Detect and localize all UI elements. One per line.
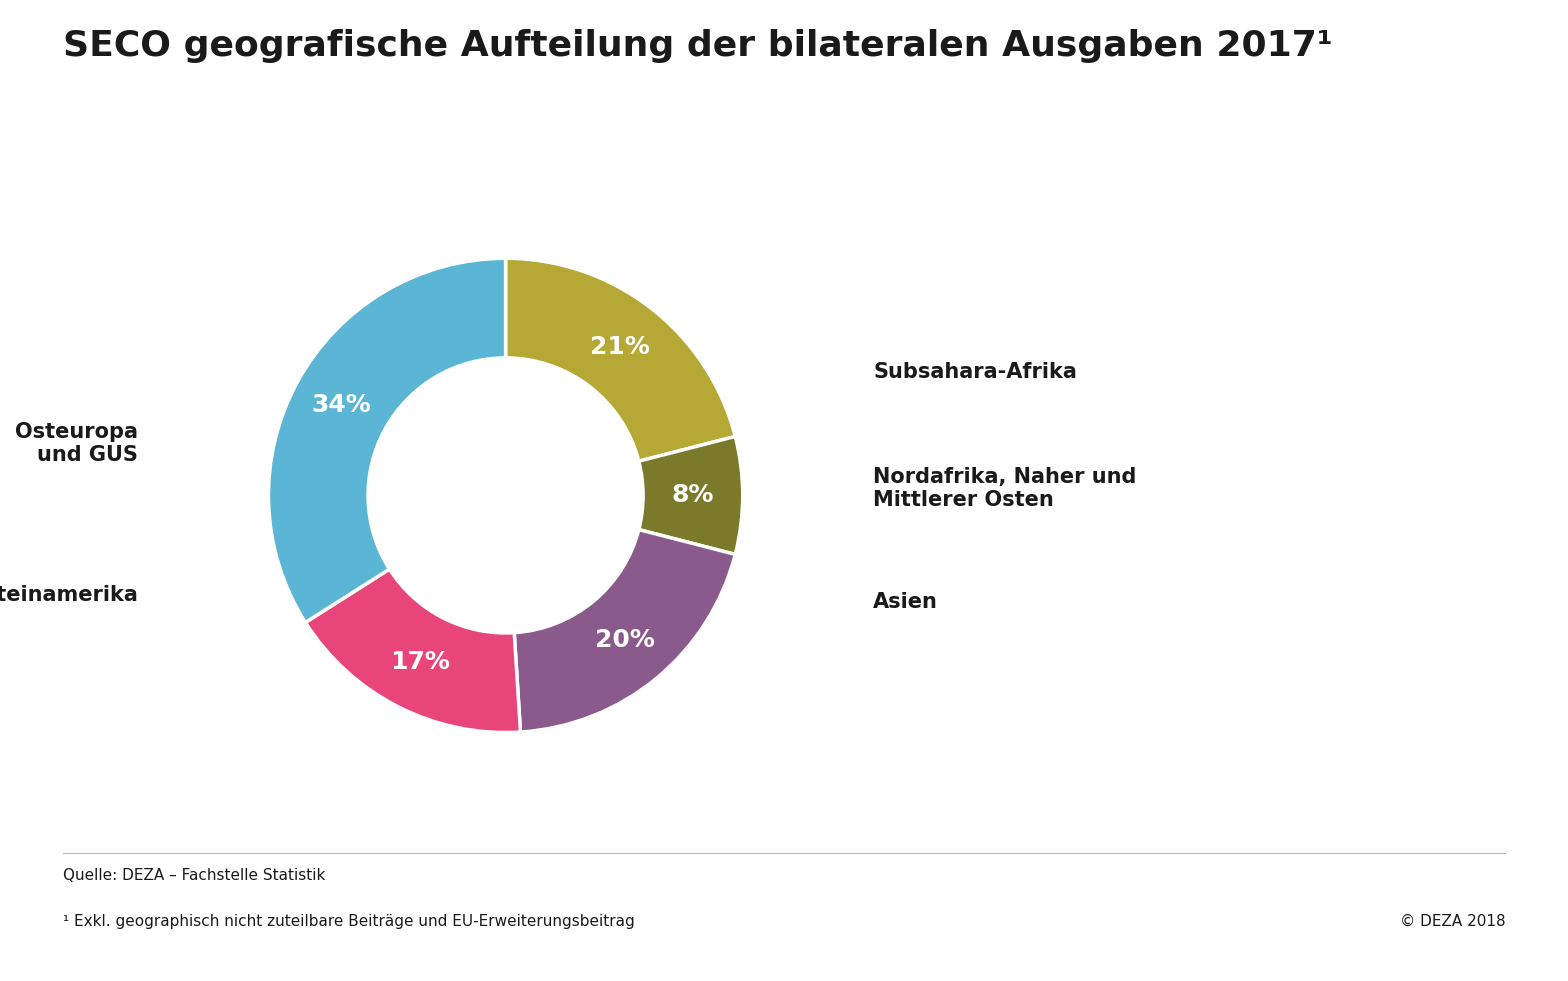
Text: Quelle: DEZA – Fachstelle Statistik: Quelle: DEZA – Fachstelle Statistik bbox=[63, 868, 325, 883]
Text: Nordafrika, Naher und
Mittlerer Osten: Nordafrika, Naher und Mittlerer Osten bbox=[873, 467, 1137, 510]
Text: SECO geografische Aufteilung der bilateralen Ausgaben 2017¹: SECO geografische Aufteilung der bilater… bbox=[63, 29, 1333, 64]
Wedge shape bbox=[505, 258, 735, 461]
Text: Lateinamerika: Lateinamerika bbox=[0, 585, 138, 605]
Wedge shape bbox=[514, 530, 735, 732]
Wedge shape bbox=[306, 569, 521, 733]
Text: 17%: 17% bbox=[390, 650, 450, 674]
Text: Osteuropa
und GUS: Osteuropa und GUS bbox=[16, 422, 138, 465]
Wedge shape bbox=[268, 258, 505, 623]
Text: 8%: 8% bbox=[671, 484, 713, 507]
Text: 20%: 20% bbox=[594, 628, 655, 651]
Text: ¹ Exkl. geographisch nicht zuteilbare Beiträge und EU-Erweiterungsbeitrag: ¹ Exkl. geographisch nicht zuteilbare Be… bbox=[63, 914, 635, 929]
Text: Asien: Asien bbox=[873, 593, 938, 612]
Text: 21%: 21% bbox=[591, 336, 651, 359]
Wedge shape bbox=[638, 437, 743, 554]
Text: Subsahara-Afrika: Subsahara-Afrika bbox=[873, 362, 1077, 383]
Text: 34%: 34% bbox=[312, 393, 372, 417]
Text: © DEZA 2018: © DEZA 2018 bbox=[1400, 914, 1505, 929]
